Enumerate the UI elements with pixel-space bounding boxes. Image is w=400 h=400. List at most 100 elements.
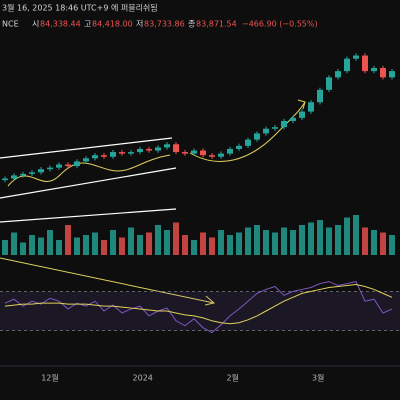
volume-bar [281, 227, 287, 255]
annotations [0, 99, 306, 306]
x-tick-label: 2024 [133, 374, 153, 383]
volume-bar [182, 235, 188, 255]
candle-body [353, 55, 359, 59]
volume-bar [389, 235, 395, 255]
channel-top [0, 137, 173, 159]
candle-body [128, 152, 134, 154]
volume-bar [164, 230, 170, 255]
volume-bar [362, 227, 368, 255]
wave-curve [7, 154, 171, 187]
candle-body [200, 150, 206, 156]
change: −466.90 (−0.55%) [242, 20, 318, 29]
candle-body [38, 169, 44, 173]
candle-body [2, 178, 8, 181]
high-value: 84,418.00 [92, 20, 133, 29]
candle-body [65, 164, 71, 167]
x-tick-label: 12월 [41, 373, 59, 383]
candle-body [362, 55, 368, 72]
volume-bar [263, 230, 269, 255]
arrow-head [204, 295, 216, 306]
volume-trend [0, 208, 177, 223]
volume-bar [209, 237, 215, 255]
volume-bar [200, 232, 206, 255]
volume-bar [191, 240, 197, 255]
candle-body [236, 145, 242, 149]
candle-body [119, 152, 125, 154]
candle-body [263, 128, 269, 134]
rsi-trend [0, 257, 215, 304]
volume-bar [380, 232, 386, 255]
candle-body [92, 155, 98, 159]
close-value: 83,871.54 [196, 20, 237, 29]
candle-body [20, 173, 26, 176]
rsi-ma-line [4, 284, 393, 325]
candle-body [182, 152, 188, 154]
volume-bar [371, 230, 377, 255]
volume-bar [38, 237, 44, 255]
volume-bar [317, 220, 323, 255]
candle-body [272, 127, 278, 129]
candle-body [308, 102, 314, 112]
volume-bar [245, 227, 251, 255]
low-label: 저 [136, 20, 143, 29]
candle-body [164, 144, 170, 148]
volume-bar [155, 225, 161, 255]
candle-body [299, 111, 305, 118]
volume-bar [47, 230, 53, 255]
open-label: 시 [32, 20, 39, 29]
volume-bar [2, 240, 8, 255]
candle-body [173, 144, 179, 153]
volume-bar [101, 240, 107, 255]
volume-bar [344, 217, 350, 255]
volume-bar [137, 235, 143, 255]
candle-body [47, 167, 53, 170]
volume-bar [299, 225, 305, 255]
candle-body [281, 120, 287, 128]
candle-body [101, 155, 107, 157]
volume-bar [236, 232, 242, 255]
candle-body [326, 77, 332, 90]
volume-bar [74, 237, 80, 255]
volume-bar [65, 225, 71, 255]
volume-bar [83, 235, 89, 255]
trend-arrow [189, 101, 306, 162]
candle-body [191, 150, 197, 154]
volume-bar [254, 225, 260, 255]
x-tick-label: 3월 [312, 373, 324, 383]
candle-body [110, 152, 116, 157]
publish-info: 3월 16, 2025 18:46 UTC+9 에 퍼블리쉬됨 [2, 3, 158, 13]
high-label: 고 [84, 20, 91, 29]
candle-body [209, 155, 215, 157]
x-tick-label: 2월 [226, 373, 238, 383]
candle-body [335, 71, 341, 78]
candle-body [29, 172, 35, 174]
volume-bar [11, 232, 17, 255]
volume-bar [173, 222, 179, 255]
candle-body [83, 158, 89, 162]
volume-bar [308, 222, 314, 255]
volume-bar [335, 225, 341, 255]
open-value: 84,338.44 [40, 20, 81, 29]
volume-bar [326, 227, 332, 255]
candle-body [380, 68, 386, 78]
candle-body [317, 89, 323, 103]
close-label: 종 [188, 20, 195, 29]
candle-body [371, 68, 377, 72]
candle-body [218, 153, 224, 157]
volume-bar [29, 235, 35, 255]
symbol: NCE [2, 20, 19, 29]
candle-body [146, 148, 152, 151]
candle-body [155, 147, 161, 151]
candle-body [245, 139, 251, 146]
volume-bar [20, 242, 26, 255]
volume-bar [92, 232, 98, 255]
volume-bar [146, 232, 152, 255]
volume-bar [290, 230, 296, 255]
candle-body [56, 164, 62, 168]
rsi-line [4, 281, 393, 334]
volume-bar [56, 240, 62, 255]
volume-bar [119, 237, 125, 255]
candle-body [227, 148, 233, 154]
